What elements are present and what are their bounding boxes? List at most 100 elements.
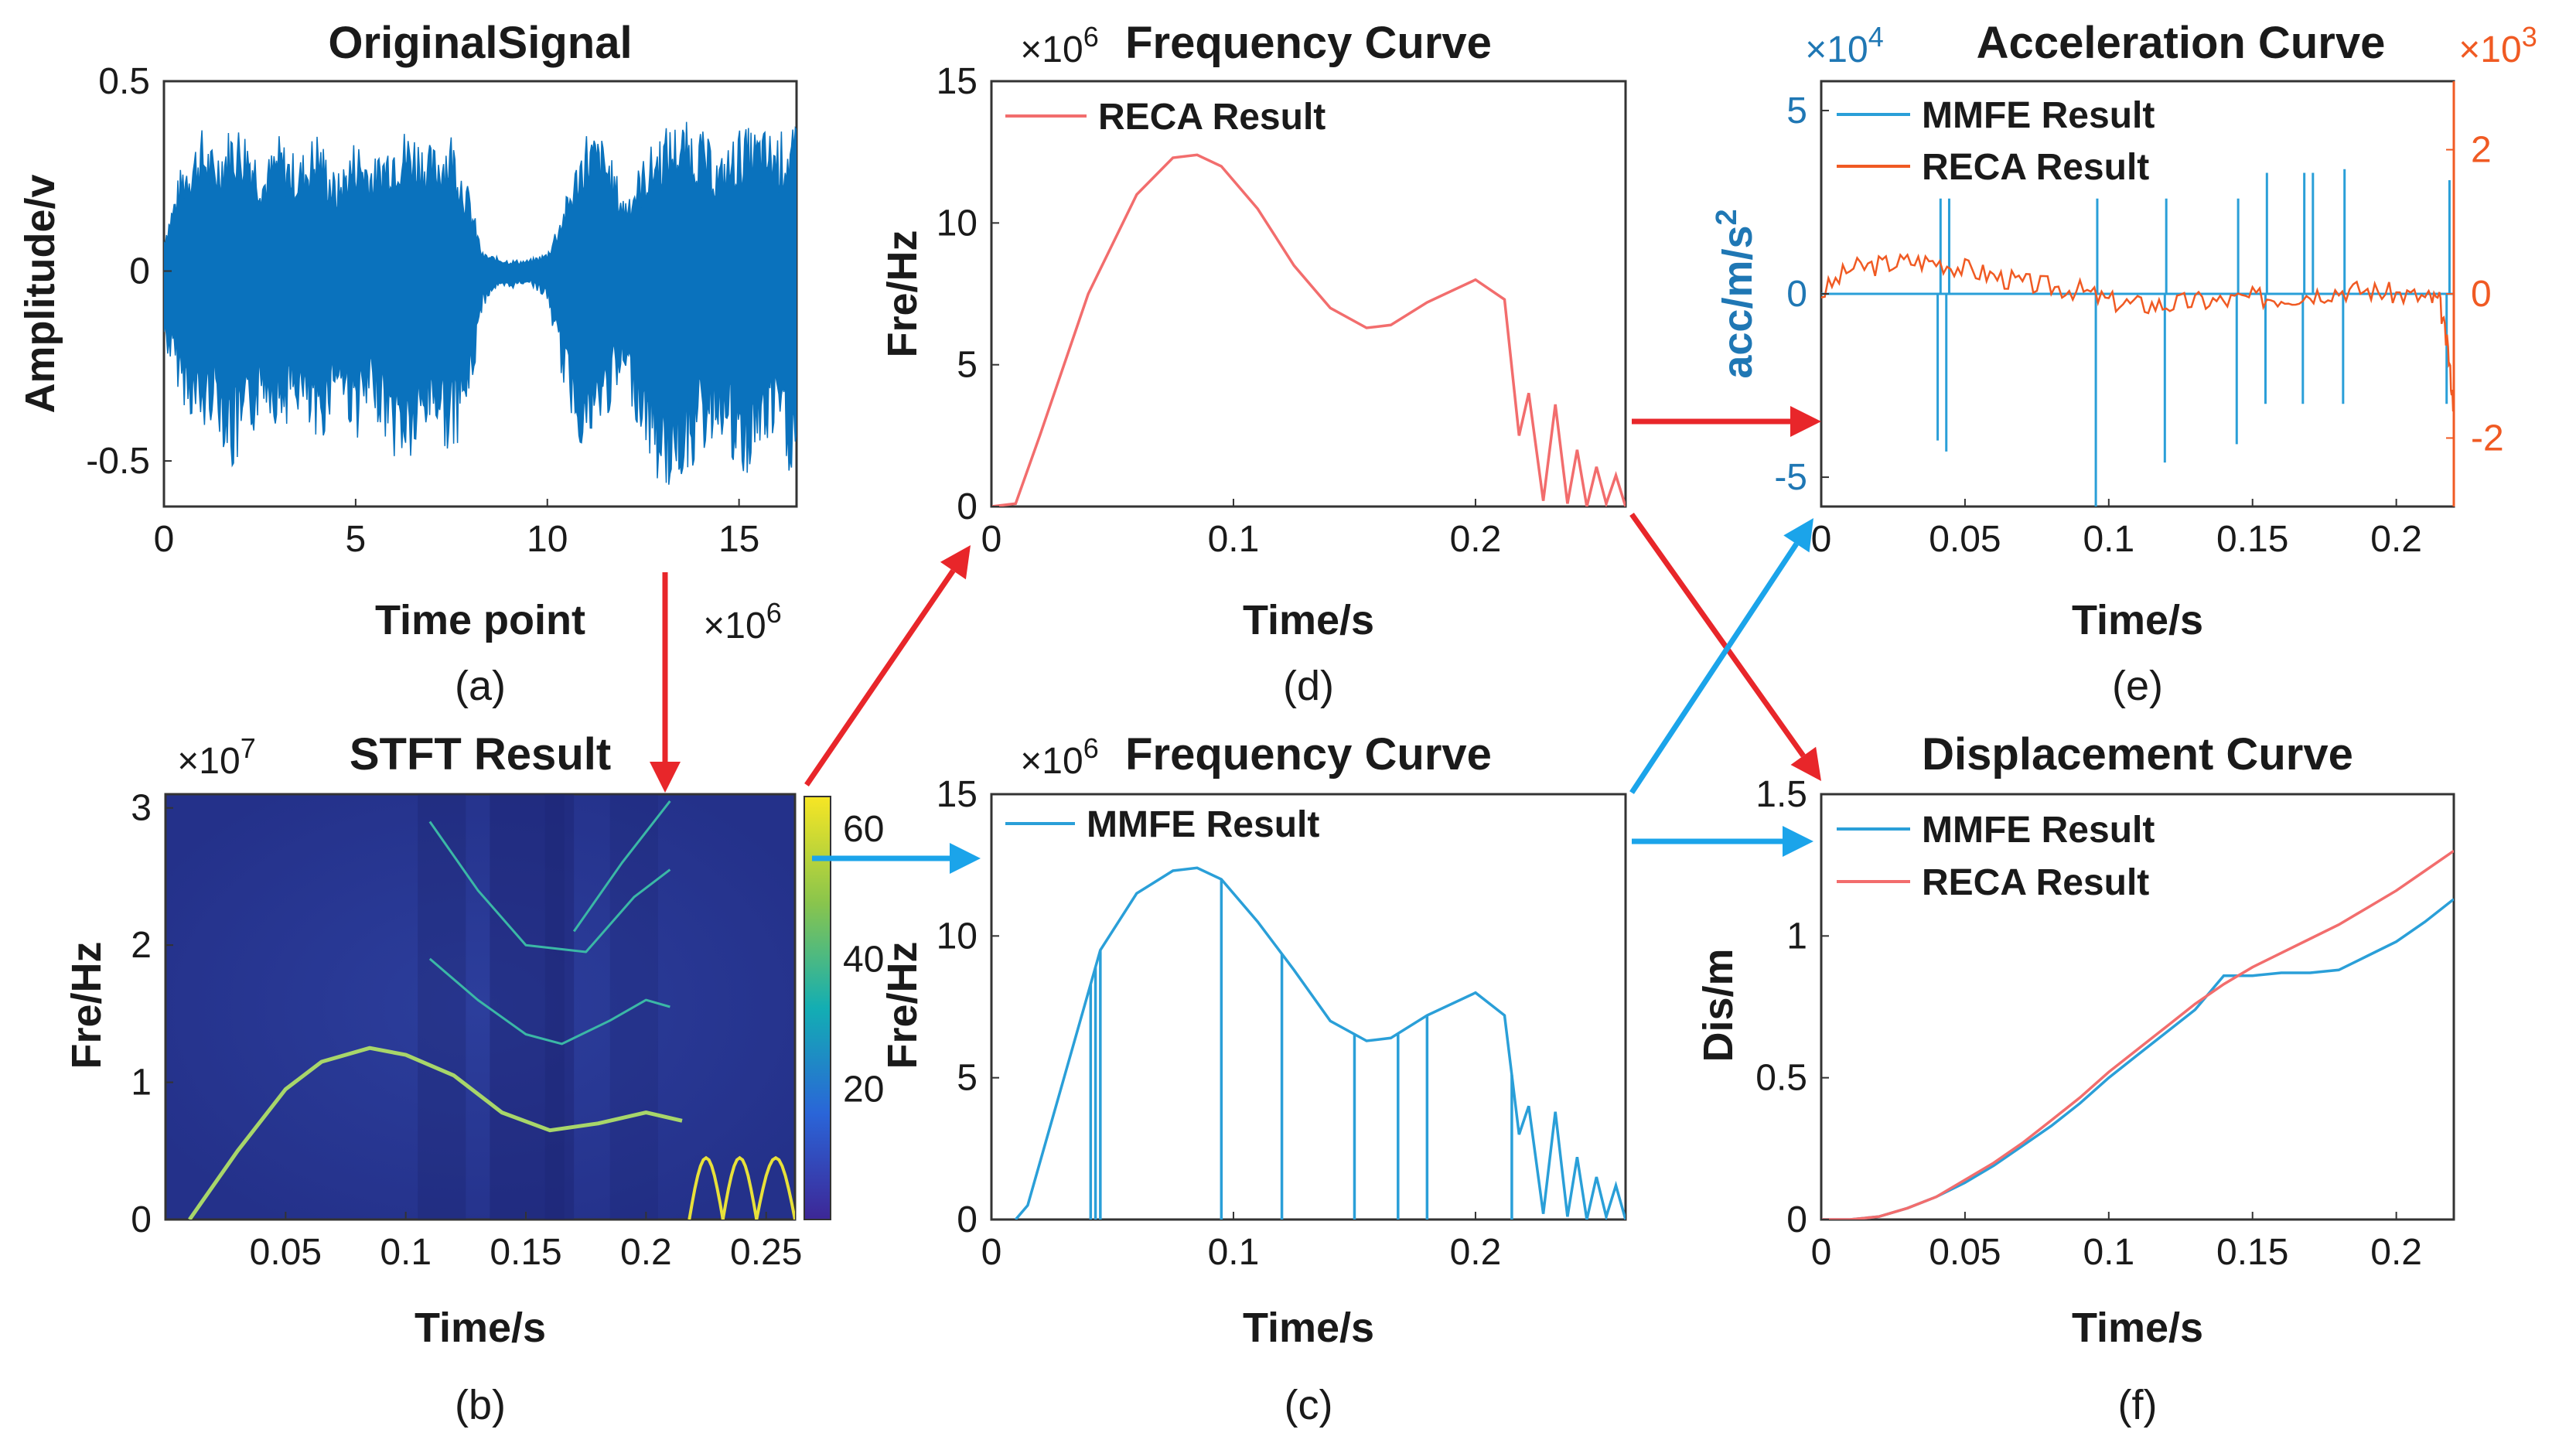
panel-b-stft-stripes — [418, 794, 658, 1220]
x-tick-label: 0.15 — [490, 1232, 561, 1273]
panel-c-caption: (c) — [1285, 1382, 1333, 1428]
panel-f-legend: MMFE Result RECA Result — [1837, 810, 2155, 903]
panel-b-colorbar-ticks: 20 40 60 — [843, 809, 884, 1110]
panel-d-title: Frequency Curve — [1125, 18, 1492, 68]
y-tick-label: 1.5 — [1755, 774, 1807, 815]
x-tick-label: 0.2 — [1450, 1232, 1502, 1273]
x-tick-label: 0.1 — [2083, 1232, 2134, 1273]
panel-e-legend-label-1: RECA Result — [1922, 147, 2149, 188]
flow-arrows — [650, 406, 1821, 874]
panel-a-ylabel: Amplitude/v — [17, 174, 63, 413]
panel-a-signal — [164, 121, 797, 485]
panel-f-ylabel: Dis/m — [1695, 948, 1742, 1062]
panel-e-y-exponent-left: ×104 — [1805, 21, 1883, 70]
y-tick-label: 1 — [131, 1063, 152, 1104]
x-tick-label: 10 — [527, 519, 568, 560]
panel-d-xlabel: Time/s — [1243, 597, 1374, 643]
panel-c-ticks: 0 0.1 0.2 0 5 10 15 — [937, 774, 1502, 1273]
colorbar-tick-label: 20 — [843, 1069, 884, 1110]
y-tick-label: 0.5 — [1755, 1058, 1807, 1099]
panel-d-frame — [990, 80, 1627, 508]
stft-tail-ridge — [721, 1155, 759, 1220]
x-tick-label: 0.15 — [2216, 1232, 2288, 1273]
y-tick-label: 0 — [129, 251, 150, 292]
panel-c-legend-label-0: MMFE Result — [1087, 804, 1319, 845]
panel-b-ridges — [188, 800, 795, 1220]
x-tick-label: 0 — [1811, 519, 1832, 560]
panel-b-ylabel: Fre/Hz — [63, 941, 110, 1069]
panel-c-ylabel: Fre/Hz — [879, 941, 926, 1069]
panel-a-x-exponent: ×106 — [703, 597, 781, 646]
x-tick-label: 0.1 — [1208, 1232, 1260, 1273]
y-tick-label: 5 — [957, 345, 978, 386]
y-tick-label: 3 — [131, 788, 152, 829]
arrow-signal-to-stft-head — [650, 762, 681, 793]
stft-tail-ridge — [755, 1155, 795, 1220]
y-tick-label: 10 — [937, 203, 978, 244]
panel-f-series — [1821, 849, 2454, 1220]
arrow-stft-to-mmfe-frequency — [812, 843, 981, 874]
panel-d-series — [991, 153, 1626, 507]
right-y-tick-label: -2 — [2471, 418, 2504, 459]
panel-b-caption: (b) — [455, 1382, 506, 1428]
arrow-stft-to-reca-frequency-shaft — [804, 569, 956, 786]
x-tick-label: 0.2 — [620, 1232, 672, 1273]
arrow-signal-to-stft — [650, 572, 681, 793]
panel-c-xlabel: Time/s — [1243, 1305, 1374, 1351]
x-tick-label: 0 — [154, 519, 175, 560]
panel-d-ticks: 0 0.1 0.2 0 5 10 15 — [937, 61, 1502, 560]
panel-c-title: Frequency Curve — [1125, 729, 1492, 779]
panel-e-title: Acceleration Curve — [1977, 18, 2386, 68]
panel-b-colorbar — [804, 796, 831, 1220]
arrow-stft-to-reca-frequency-head — [940, 545, 971, 580]
panel-a-ticks: 0 5 10 15-0.500.5 — [86, 61, 759, 560]
y-tick-label: 5 — [1786, 90, 1807, 131]
x-tick-label: 0.05 — [1929, 1232, 2001, 1273]
x-tick-label: 0 — [981, 519, 1002, 560]
panel-b-y-exponent: ×107 — [177, 732, 255, 782]
x-tick-label: 15 — [718, 519, 759, 560]
y-tick-label: 2 — [131, 925, 152, 966]
panel-a-caption: (a) — [455, 663, 506, 709]
stft-ridge — [428, 957, 670, 1046]
panel-c-frame — [990, 793, 1627, 1221]
panel-e-legend-label-0: MMFE Result — [1922, 95, 2155, 136]
arrow-stft-to-mmfe-frequency-head — [950, 843, 981, 874]
reca-acceleration-line — [1821, 253, 2454, 412]
arrow-reca-frequency-to-displacement-shaft — [1629, 512, 1806, 758]
x-tick-label: 0.1 — [380, 1232, 432, 1273]
x-tick-label: 0 — [1811, 1232, 1832, 1273]
panel-b-xlabel: Time/s — [415, 1305, 546, 1351]
colorbar-tick-label: 40 — [843, 939, 884, 980]
y-tick-label: 0 — [1786, 1199, 1807, 1240]
stft-tail-ridge — [688, 1155, 725, 1220]
y-tick-label: 0 — [957, 1199, 978, 1240]
x-tick-label: 0.2 — [1450, 519, 1502, 560]
y-tick-label: 10 — [937, 916, 978, 957]
x-tick-label: 0.05 — [250, 1232, 322, 1273]
panel-c: 0 0.1 0.2 0 5 10 15 Frequency Curve ×106 Time/… — [879, 729, 1627, 1428]
y-tick-label: 15 — [937, 61, 978, 102]
reca-displacement-line — [1821, 849, 2454, 1220]
panel-f-title: Displacement Curve — [1922, 729, 2353, 779]
arrow-reca-frequency-to-displacement-head — [1790, 746, 1821, 781]
reca-frequency-line — [991, 153, 1626, 507]
panel-f-xlabel: Time/s — [2072, 1305, 2203, 1351]
y-tick-label: 0 — [131, 1199, 152, 1240]
panel-d-caption: (d) — [1283, 663, 1334, 709]
panel-e-ylabel: acc/m/s2 — [1711, 209, 1761, 378]
x-tick-label: 0.2 — [2370, 519, 2422, 560]
y-tick-label: 1 — [1786, 916, 1807, 957]
x-tick-label: 0.1 — [2083, 519, 2134, 560]
x-tick-label: 0.1 — [1208, 519, 1260, 560]
x-tick-label: 5 — [346, 519, 367, 560]
panel-a-title: OriginalSignal — [328, 18, 632, 68]
panel-f-legend-label-1: RECA Result — [1922, 862, 2149, 903]
panel-c-y-exponent: ×106 — [1020, 732, 1098, 782]
panel-e: 0 0.05 0.1 0.15 0.2-505-202 Acceleration Cur… — [1711, 18, 2537, 709]
arrow-mmfe-frequency-to-acceleration-head — [1783, 518, 1813, 553]
panel-d-y-exponent: ×106 — [1020, 21, 1098, 70]
arrow-stft-to-reca-frequency — [804, 545, 971, 786]
panel-d-ylabel: Fre/Hz — [879, 230, 926, 357]
